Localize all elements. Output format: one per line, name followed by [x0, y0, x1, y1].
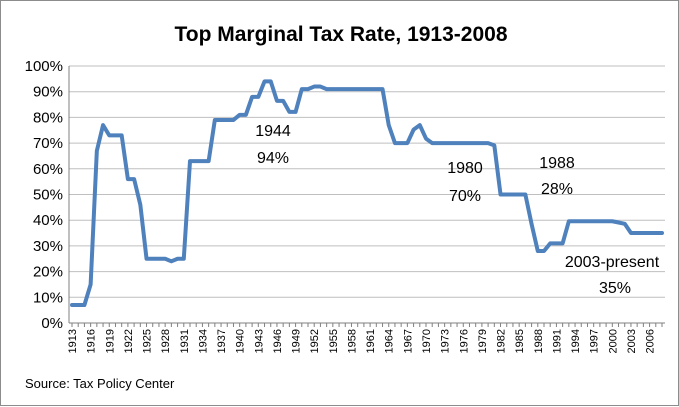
x-tick-label: 2006 — [645, 329, 657, 353]
x-tick-label: 1997 — [589, 329, 601, 353]
x-tick-label: 1934 — [197, 329, 209, 353]
x-tick-label: 1973 — [440, 329, 452, 353]
annotation-1944-rate: 94% — [257, 150, 289, 167]
annotation-2003-label: 2003-present — [565, 254, 660, 271]
x-tick-label: 1940 — [235, 329, 247, 353]
x-tick-label: 1943 — [253, 329, 265, 353]
y-tick-label: 60% — [33, 161, 63, 178]
x-tick-label: 1946 — [272, 329, 284, 353]
y-tick-label: 40% — [33, 212, 63, 229]
x-tick-label: 2003 — [626, 329, 638, 353]
x-tick-label: 1931 — [179, 329, 191, 353]
x-axis-ticks: 1913 1916 1919 1922 1925 1928 1931 1934 1937 1940… — [67, 323, 663, 353]
annotation-2003-rate: 35% — [599, 280, 631, 297]
x-tick-label: 1961 — [365, 329, 377, 353]
x-tick-label: 1979 — [477, 329, 489, 353]
series-layer — [70, 79, 664, 308]
y-tick-label: 90% — [33, 84, 63, 101]
y-tick-label: 10% — [33, 289, 63, 306]
y-tick-label: 0% — [41, 315, 63, 332]
x-tick-label: 1928 — [160, 329, 172, 353]
annotation-1988-year: 1988 — [539, 155, 575, 172]
x-tick-label: 1955 — [328, 329, 340, 353]
y-axis-ticks: 0% 10% 20% 30% 40% 50% 60% 70% 80% 90% 100% — [25, 58, 63, 332]
axes — [68, 66, 665, 324]
x-tick-label: 1937 — [216, 329, 228, 353]
annotation-1980-year: 1980 — [447, 160, 483, 177]
x-tick-label: 1925 — [142, 329, 154, 353]
annotations: 1944 94% 1980 70% 1988 28% 2003-present … — [255, 123, 659, 297]
y-tick-label: 100% — [25, 58, 63, 75]
gridlines — [69, 65, 665, 298]
x-tick-label: 1922 — [123, 329, 135, 353]
x-tick-label: 1982 — [496, 329, 508, 353]
x-tick-label: 1976 — [458, 329, 470, 353]
annotation-1944-year: 1944 — [255, 123, 291, 140]
x-tick-label: 1988 — [533, 329, 545, 353]
annotation-1980-rate: 70% — [449, 188, 481, 205]
annotation-1988-rate: 28% — [541, 181, 573, 198]
chart-title: Top Marginal Tax Rate, 1913-2008 — [174, 23, 507, 46]
x-tick-label: 1949 — [291, 329, 303, 353]
x-tick-label: 1967 — [402, 329, 414, 353]
x-tick-label: 1919 — [104, 329, 116, 353]
y-tick-label: 80% — [33, 109, 63, 126]
x-tick-label: 1991 — [551, 329, 563, 353]
source-note: Source: Tax Policy Center — [25, 376, 175, 391]
y-tick-label: 70% — [33, 135, 63, 152]
x-tick-label: 1913 — [67, 329, 79, 353]
x-tick-label: 1958 — [346, 329, 358, 353]
x-tick-label: 1964 — [384, 329, 396, 353]
y-tick-label: 30% — [33, 238, 63, 255]
x-tick-label: 1952 — [309, 329, 321, 353]
x-tick-label: 1916 — [86, 329, 98, 353]
y-tick-label: 20% — [33, 264, 63, 281]
y-tick-label: 50% — [33, 187, 63, 204]
x-tick-label: 1985 — [514, 329, 526, 353]
x-tick-label: 1994 — [570, 329, 582, 353]
series-line-0 — [70, 79, 664, 308]
x-tick-label: 2000 — [607, 329, 619, 353]
x-tick-label: 1970 — [421, 329, 433, 353]
